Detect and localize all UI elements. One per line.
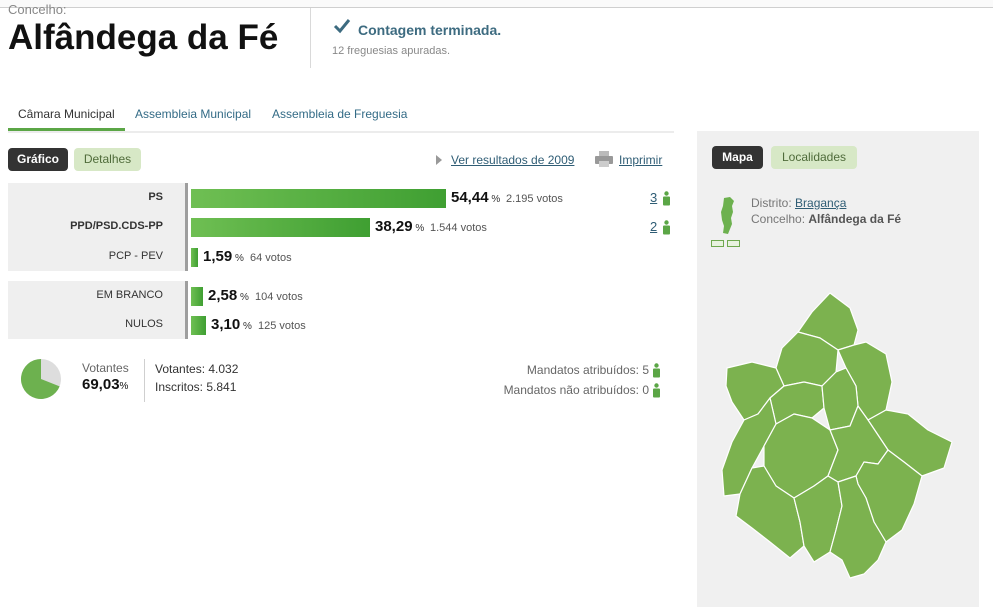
mandates-not-attributed: Mandatos não atribuídos: 0 <box>503 383 649 397</box>
mandates-attributed: Mandatos atribuídos: 5 <box>526 363 649 377</box>
other-votes-panel <box>8 281 188 339</box>
detalhes-button[interactable]: Detalhes <box>74 148 141 171</box>
label-em-branco: EM BRANCO <box>96 289 163 301</box>
tab-localidades[interactable]: Localidades <box>771 146 857 169</box>
votes-nulos: 125 votos <box>258 320 306 332</box>
turnout-percent: 69,03% <box>82 376 129 393</box>
bar-em-branco <box>191 287 203 306</box>
seats-ps[interactable]: 3 <box>650 190 658 205</box>
grafico-button[interactable]: Gráfico <box>8 148 68 171</box>
party-name-ps: PS <box>148 191 163 203</box>
concelho-line: Concelho: Alfândega da Fé <box>751 212 901 226</box>
person-icon <box>653 383 660 398</box>
parish-shape <box>829 475 887 579</box>
inscritos-count: Inscritos: 5.841 <box>155 380 237 394</box>
party-name-pcp-pev: PCP - PEV <box>108 250 163 262</box>
title-divider <box>310 8 311 68</box>
active-tab-indicator <box>8 128 125 131</box>
previous-results-link[interactable]: Ver resultados de 2009 <box>451 153 575 167</box>
tab-camara-municipal[interactable]: Câmara Municipal <box>18 107 115 121</box>
votes-ppd-psd-cds-pp: 1.544 votos <box>430 222 487 234</box>
portugal-map-icon[interactable] <box>718 196 738 236</box>
bar-pcp-pev <box>191 248 198 267</box>
tab-mapa[interactable]: Mapa <box>712 146 763 169</box>
zoom-out-button[interactable] <box>711 240 724 247</box>
percent-ppd-psd-cds-pp: 38,29 % <box>375 218 425 235</box>
votes-ps: 2.195 votos <box>506 193 563 205</box>
election-tabs: Câmara Municipal Assembleia Municipal As… <box>8 100 674 133</box>
votantes-count: Votantes: 4.032 <box>155 362 239 376</box>
play-arrow-icon <box>436 155 442 165</box>
percent-ps: 54,44 % <box>451 189 501 206</box>
concelho-value: Alfândega da Fé <box>808 212 902 226</box>
concelho-caption: Concelho: <box>8 2 67 17</box>
zoom-in-button[interactable] <box>727 240 740 247</box>
tab-assembleia-freguesia[interactable]: Assembleia de Freguesia <box>272 107 408 121</box>
bar-ppd-psd-cds-pp <box>191 218 370 237</box>
votes-em-branco: 104 votos <box>255 291 303 303</box>
other-votes-axis <box>185 281 188 339</box>
distrito-line: Distrito: Bragança <box>751 196 846 210</box>
person-icon <box>663 220 670 235</box>
bar-nulos <box>191 316 206 335</box>
seats-ppd-psd-cds-pp[interactable]: 2 <box>650 219 658 234</box>
turnout-pie-chart <box>21 359 61 399</box>
status-title: Contagem terminada. <box>358 22 502 38</box>
status-subtitle: 12 freguesias apuradas. <box>332 45 451 57</box>
browser-top-strip <box>0 0 993 8</box>
votes-pcp-pev: 64 votos <box>250 252 292 264</box>
percent-em-branco: 2,58 % <box>208 287 249 304</box>
person-icon <box>663 191 670 206</box>
bar-ps <box>191 189 446 208</box>
label-nulos: NULOS <box>125 318 163 330</box>
party-name-ppd-psd-cds-pp: PPD/PSD.CDS-PP <box>70 220 163 232</box>
distrito-label: Distrito: <box>751 196 792 210</box>
turnout-label: Votantes <box>82 361 129 375</box>
tab-assembleia-municipal[interactable]: Assembleia Municipal <box>135 107 252 121</box>
print-link[interactable]: Imprimir <box>619 153 663 167</box>
percent-pcp-pev: 1,59 % <box>203 248 244 265</box>
page-title: Alfândega da Fé <box>8 18 279 57</box>
party-results-panel <box>8 183 188 271</box>
municipality-map[interactable] <box>718 290 958 582</box>
results-axis <box>185 183 188 271</box>
distrito-link[interactable]: Bragança <box>795 196 847 210</box>
turnout-pie-slice <box>21 359 60 399</box>
concelho-label: Concelho: <box>751 212 806 226</box>
printer-icon[interactable] <box>594 150 614 168</box>
checkmark-icon <box>333 19 351 34</box>
person-icon <box>653 363 660 378</box>
turnout-divider <box>144 359 145 402</box>
percent-nulos: 3,10 % <box>211 316 252 333</box>
